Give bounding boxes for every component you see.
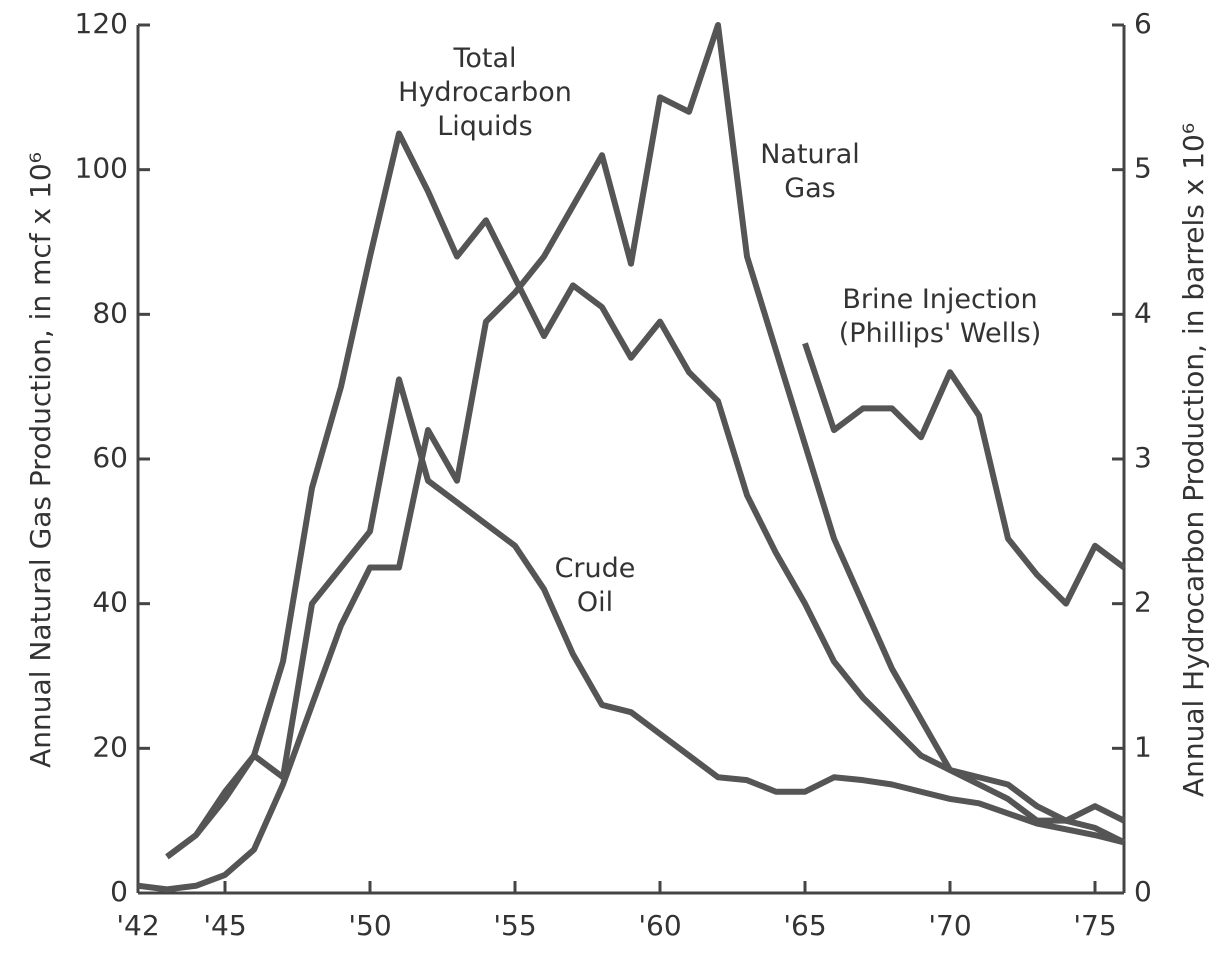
y2-tick-label: 6 — [1134, 7, 1152, 40]
y-tick-label: 120 — [75, 7, 128, 40]
y2-axis-label: Annual Hydrocarbon Production, in barrel… — [1177, 123, 1210, 797]
annotation: Brine Injection (Phillips' Wells) — [838, 284, 1042, 349]
y2-tick-label: 0 — [1134, 875, 1152, 908]
series-line — [165, 376, 1125, 860]
y-tick-label: 0 — [110, 875, 128, 908]
y2-tick-label: 5 — [1134, 152, 1152, 185]
y-axis-label: Annual Natural Gas Production, in mcf x … — [24, 152, 57, 768]
y-tick-label: 20 — [92, 730, 128, 763]
y-tick-label: 40 — [92, 586, 128, 619]
y-tick-label: 100 — [75, 152, 128, 185]
x-tick-label: '42 — [116, 909, 159, 942]
y2-tick-label: 2 — [1134, 586, 1152, 619]
annotation: Natural Gas — [760, 139, 860, 204]
y-tick-label: 80 — [92, 296, 128, 329]
y-tick-label: 60 — [92, 441, 128, 474]
annotation: Crude Oil — [554, 553, 636, 618]
x-tick-label: '70 — [928, 909, 971, 942]
x-tick-label: '50 — [348, 909, 391, 942]
y2-tick-label: 4 — [1134, 296, 1152, 329]
x-tick-label: '60 — [638, 909, 681, 942]
x-tick-label: '55 — [493, 909, 536, 942]
y2-tick-label: 3 — [1134, 441, 1152, 474]
series-line — [137, 22, 1126, 893]
x-tick-label: '45 — [203, 909, 246, 942]
series-line — [802, 342, 1126, 607]
annotation: Total Hydrocarbon Liquids — [398, 43, 572, 142]
y2-tick-label: 1 — [1134, 730, 1152, 763]
series-line — [165, 130, 1126, 860]
x-tick-label: '75 — [1073, 909, 1116, 942]
x-tick-label: '65 — [783, 909, 826, 942]
